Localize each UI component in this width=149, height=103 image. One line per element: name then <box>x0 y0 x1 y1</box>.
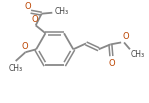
Text: O: O <box>122 32 129 41</box>
Text: O: O <box>21 42 28 51</box>
Text: CH₃: CH₃ <box>9 64 23 73</box>
Text: O: O <box>25 2 31 11</box>
Text: O: O <box>32 15 39 24</box>
Text: CH₃: CH₃ <box>131 50 145 59</box>
Text: O: O <box>108 59 115 68</box>
Text: CH₃: CH₃ <box>54 7 68 16</box>
